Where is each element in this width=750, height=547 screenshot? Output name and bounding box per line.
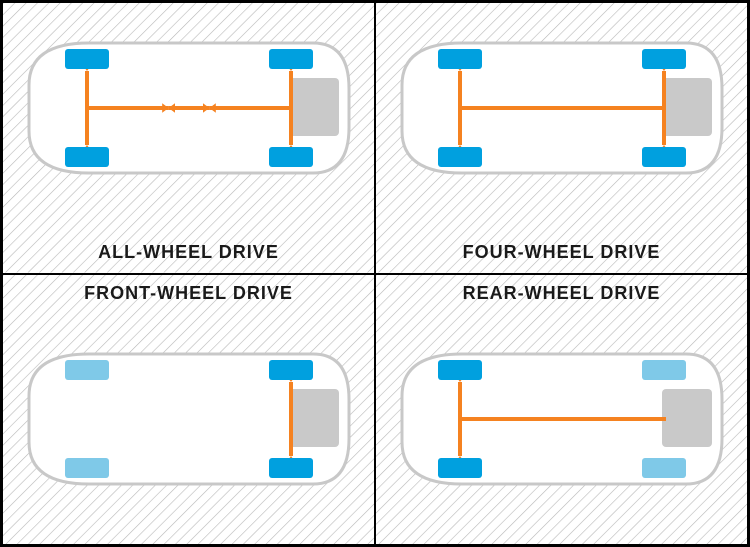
label-awd: ALL-WHEEL DRIVE	[3, 236, 374, 273]
engine-block	[289, 389, 339, 447]
car-diagram-rwd	[392, 324, 732, 514]
wheel-fl	[642, 360, 686, 380]
wheel-fl	[269, 49, 313, 69]
label-4wd: FOUR-WHEEL DRIVE	[376, 236, 747, 273]
engine-block	[289, 78, 339, 136]
car-diagram-fwd	[19, 324, 359, 514]
car-wrap-fwd	[3, 310, 374, 545]
wheel-fr	[642, 147, 686, 167]
wheel-rl	[438, 49, 482, 69]
wheel-fr	[269, 147, 313, 167]
wheel-rl	[65, 49, 109, 69]
drivetrain-grid: ALL-WHEEL DRIVE FOUR-WHEEL DRIVE FRONT-W…	[0, 0, 750, 547]
car-wrap-rwd	[376, 310, 747, 545]
engine-block	[662, 78, 712, 136]
wheel-rr	[438, 458, 482, 478]
label-fwd: FRONT-WHEEL DRIVE	[3, 275, 374, 310]
wheel-rr	[65, 147, 109, 167]
car-wrap-awd	[3, 3, 374, 236]
car-diagram-awd	[19, 13, 359, 203]
wheel-rr	[438, 147, 482, 167]
cell-fwd: FRONT-WHEEL DRIVE	[2, 274, 375, 546]
wheel-fr	[642, 458, 686, 478]
wheel-fr	[269, 458, 313, 478]
engine-block	[662, 389, 712, 447]
wheel-rl	[438, 360, 482, 380]
cell-4wd: FOUR-WHEEL DRIVE	[375, 2, 748, 274]
wheel-rr	[65, 458, 109, 478]
car-diagram-4wd	[392, 13, 732, 203]
car-wrap-4wd	[376, 3, 747, 236]
wheel-rl	[65, 360, 109, 380]
label-rwd: REAR-WHEEL DRIVE	[376, 275, 747, 310]
wheel-fl	[269, 360, 313, 380]
wheel-fl	[642, 49, 686, 69]
cell-awd: ALL-WHEEL DRIVE	[2, 2, 375, 274]
cell-rwd: REAR-WHEEL DRIVE	[375, 274, 748, 546]
